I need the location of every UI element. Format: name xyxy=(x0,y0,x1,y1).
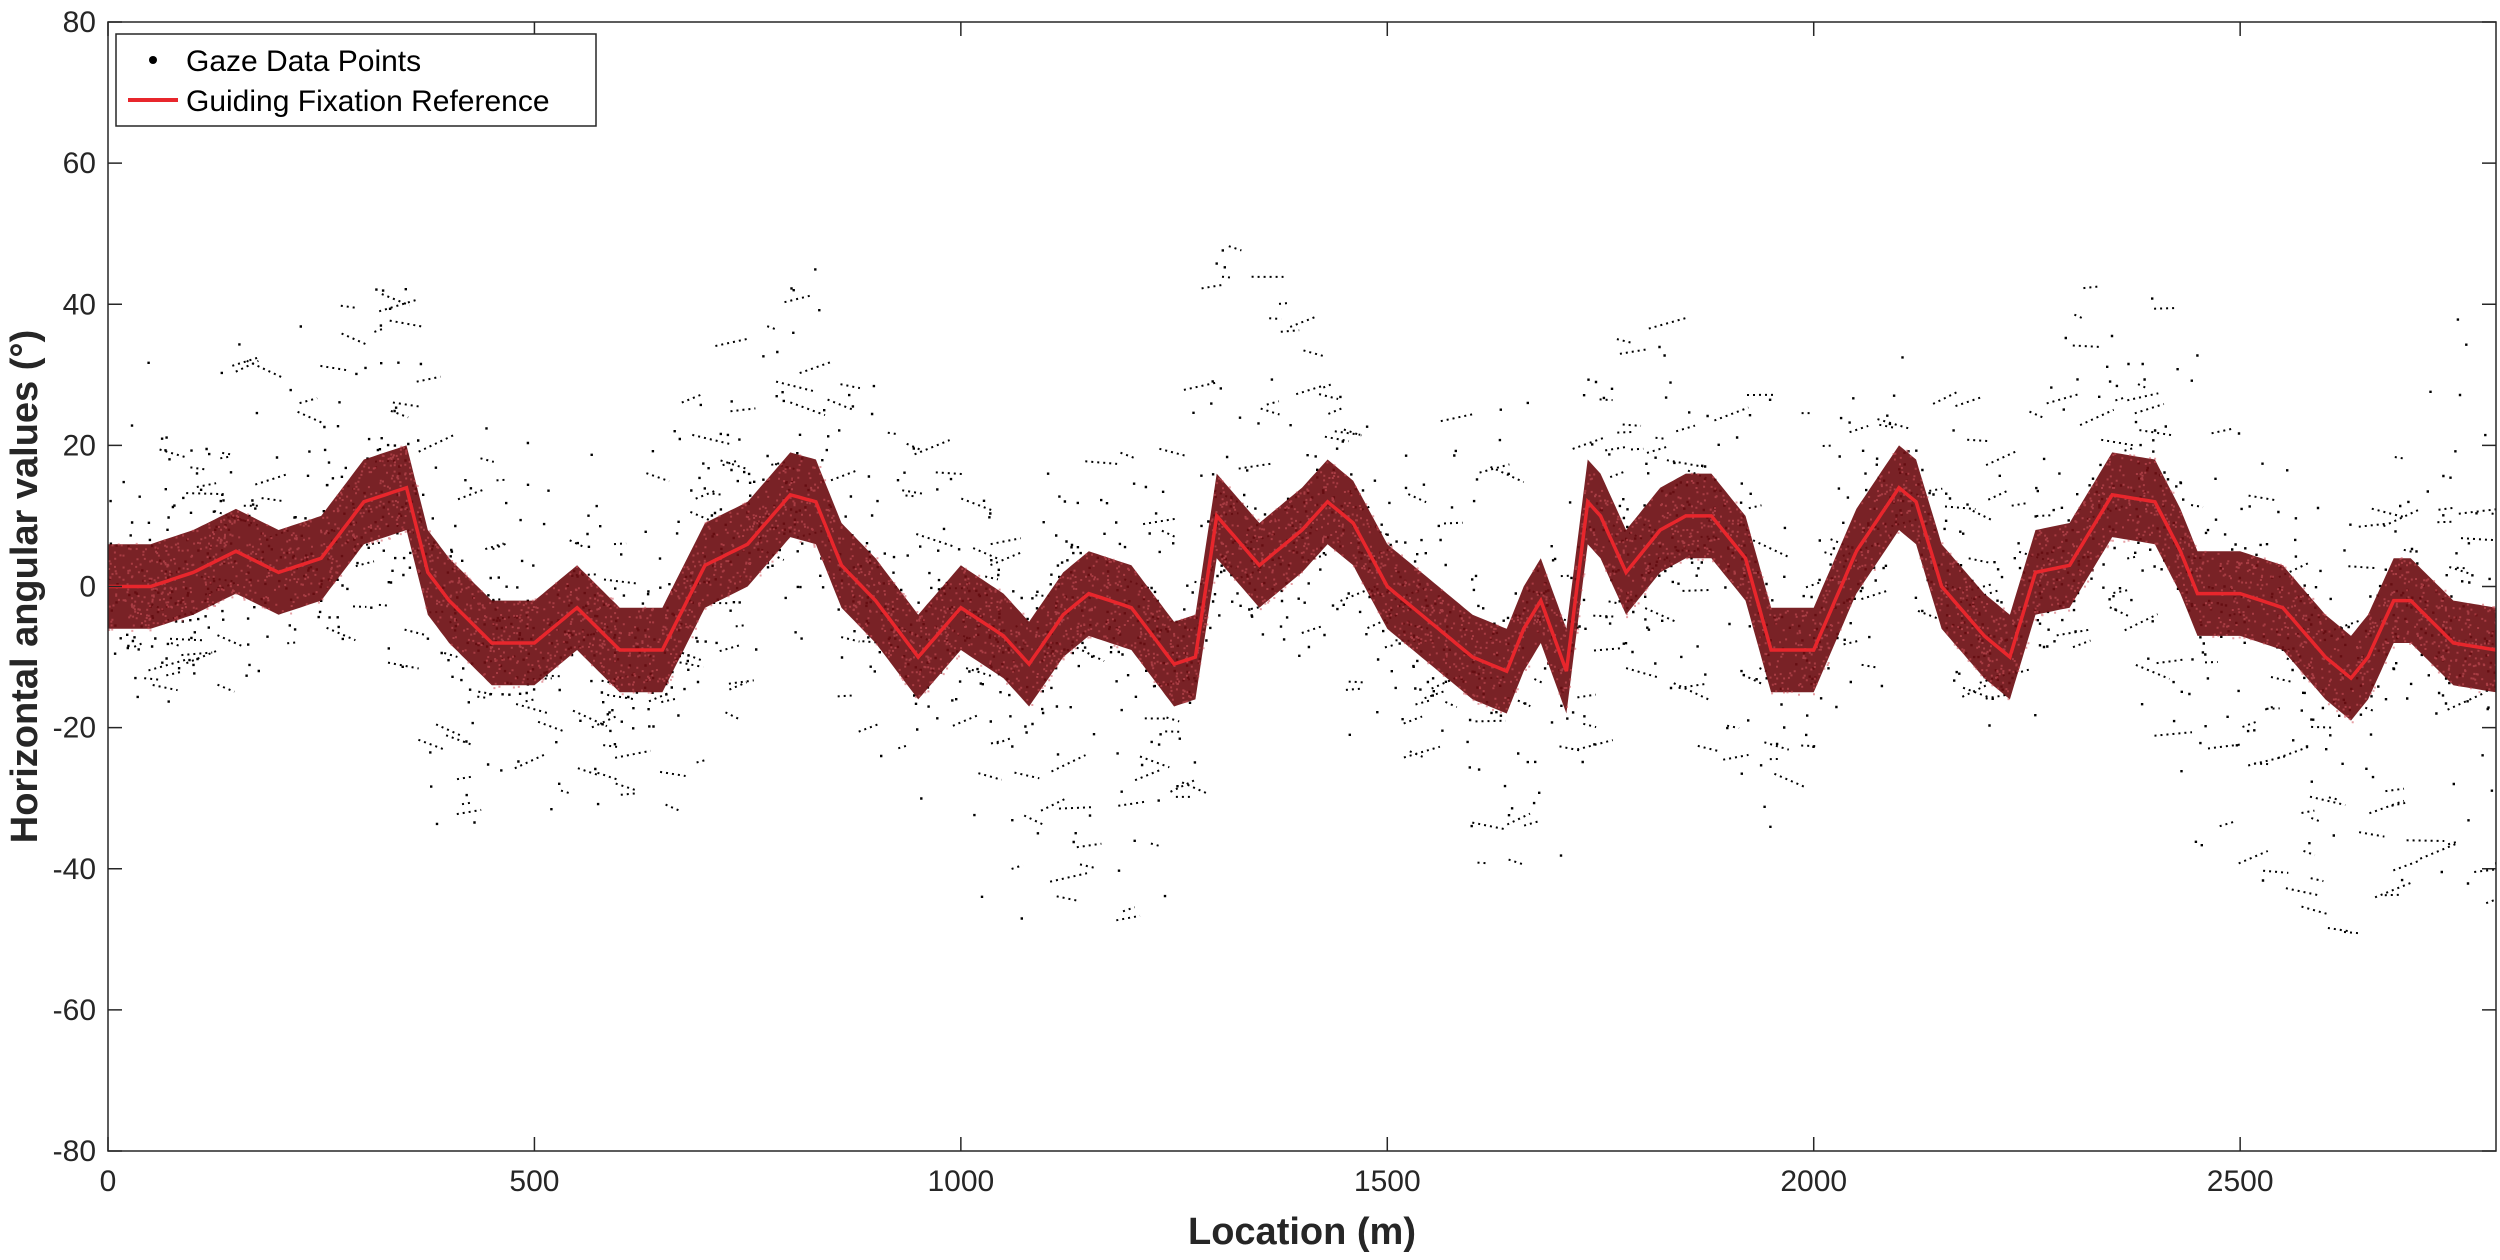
y-tick-label: -40 xyxy=(53,853,96,886)
y-axis-title: Horizontal angular values (°) xyxy=(4,330,46,844)
y-tick-label: 60 xyxy=(63,147,96,180)
y-tick-label: 40 xyxy=(63,288,96,321)
y-tick-label: 20 xyxy=(63,429,96,462)
fixation-band xyxy=(108,445,2496,721)
y-tick-label: -60 xyxy=(53,994,96,1027)
x-tick-label: 1000 xyxy=(927,1165,994,1198)
legend-label-fixation: Guiding Fixation Reference xyxy=(186,85,550,118)
x-tick-label: 1500 xyxy=(1354,1165,1421,1198)
x-tick-label: 2000 xyxy=(1780,1165,1847,1198)
legend-marker-gaze xyxy=(149,56,157,64)
gaze-data-streaks xyxy=(133,245,2496,935)
y-tick-label: -80 xyxy=(53,1135,96,1168)
legend-label-gaze: Gaze Data Points xyxy=(186,45,421,78)
x-tick-label: 500 xyxy=(509,1165,559,1198)
legend-box xyxy=(115,33,597,127)
x-tick-label: 2500 xyxy=(2207,1165,2274,1198)
gaze-scatter-layer xyxy=(108,245,2496,935)
fixation-line-layer xyxy=(108,485,2496,681)
y-tick-label: -20 xyxy=(53,712,96,745)
y-tick-label: 80 xyxy=(63,6,96,39)
x-tick-label: 0 xyxy=(100,1165,117,1198)
axes-layer: 0 500 1000 1500 2000 2500 -80 -60 -40 -20 0 20 40 60 8… xyxy=(53,6,2497,1198)
guiding-fixation-reference-line xyxy=(108,485,2496,681)
y-tick-label: 0 xyxy=(79,571,96,604)
x-axis-title: Location (m) xyxy=(1188,1211,1416,1253)
fixation-band-layer xyxy=(108,445,2496,724)
legend: Gaze Data Points Guiding Fixation Refere… xyxy=(115,33,597,127)
